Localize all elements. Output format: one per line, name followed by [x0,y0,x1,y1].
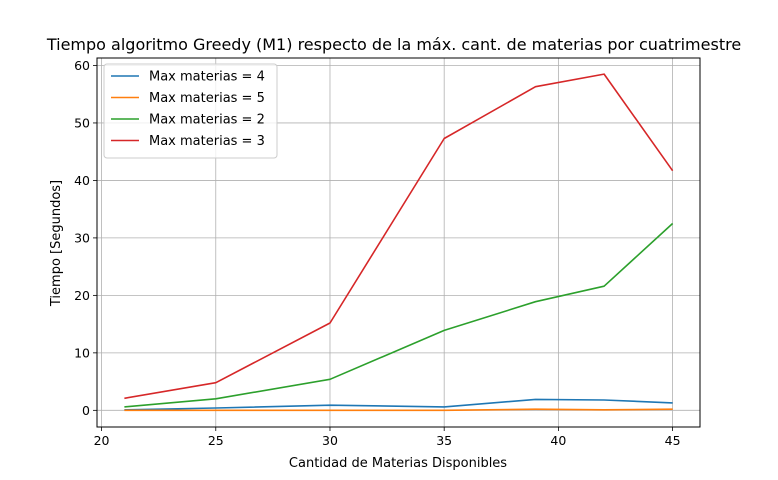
x-tick-label: 45 [665,433,681,448]
x-axis-label: Cantidad de Materias Disponibles [289,456,507,471]
y-tick-label: 0 [82,403,90,418]
legend-label: Max materias = 2 [149,113,265,128]
plot-frame [96,57,701,428]
y-tick-label: 30 [74,230,90,245]
x-tick-label: 40 [550,433,566,448]
y-axis-label: Tiempo [Segundos] [49,180,64,307]
x-tick-label: 35 [436,433,452,448]
y-tick-label: 50 [74,115,90,130]
y-tick-label: 10 [74,345,90,360]
series-lines [124,73,674,412]
x-tick-label: 30 [322,433,338,448]
legend: Max materias = 4 Max materias = 5 Max mate… [103,63,278,159]
legend-label: Max materias = 3 [149,134,265,149]
legend-label: Max materias = 5 [149,91,265,106]
y-tick-label: 20 [74,288,90,303]
axis-ticks: 20 25 30 35 40 45 0 10 20 30 40 50 60 [74,58,680,448]
legend-box [103,63,278,159]
y-tick-label: 40 [74,173,90,188]
y-tick-label: 60 [74,58,90,73]
x-tick-label: 25 [208,433,224,448]
legend-label: Max materias = 4 [149,70,265,85]
chart-title: Tiempo algoritmo Greedy (M1) respecto de… [46,35,741,54]
x-tick-label: 20 [94,433,110,448]
